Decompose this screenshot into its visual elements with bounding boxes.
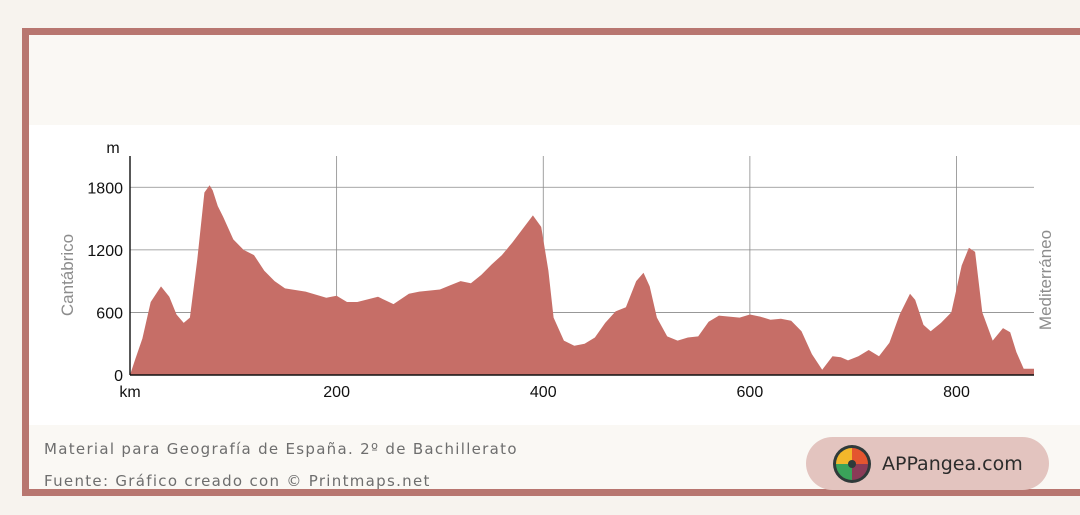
y-tick-label: 1200: [87, 243, 123, 260]
caption-source: Fuente: Gráfico creado con © Printmaps.n…: [44, 472, 431, 490]
y-axis-unit: m: [106, 140, 119, 157]
x-tick-label: 200: [323, 384, 350, 401]
x-tick-label: 800: [943, 384, 970, 401]
x-axis-unit: km: [119, 384, 140, 401]
puzzle-logo-icon: [833, 444, 871, 483]
y-tick-label: 1800: [87, 180, 123, 197]
appangea-badge[interactable]: APPangea.com: [806, 437, 1049, 490]
left-sea-label: Cantábrico: [58, 234, 77, 316]
badge-label: APPangea.com: [882, 452, 1023, 475]
caption-material: Material para Geografía de España. 2º de…: [44, 440, 518, 458]
y-tick-label: 0: [114, 368, 123, 385]
x-tick-label: 400: [530, 384, 557, 401]
y-tick-label: 600: [96, 305, 123, 322]
x-tick-label: 600: [737, 384, 764, 401]
elevation-area: [130, 185, 1034, 375]
right-sea-label: Mediterráneo: [1036, 230, 1055, 330]
